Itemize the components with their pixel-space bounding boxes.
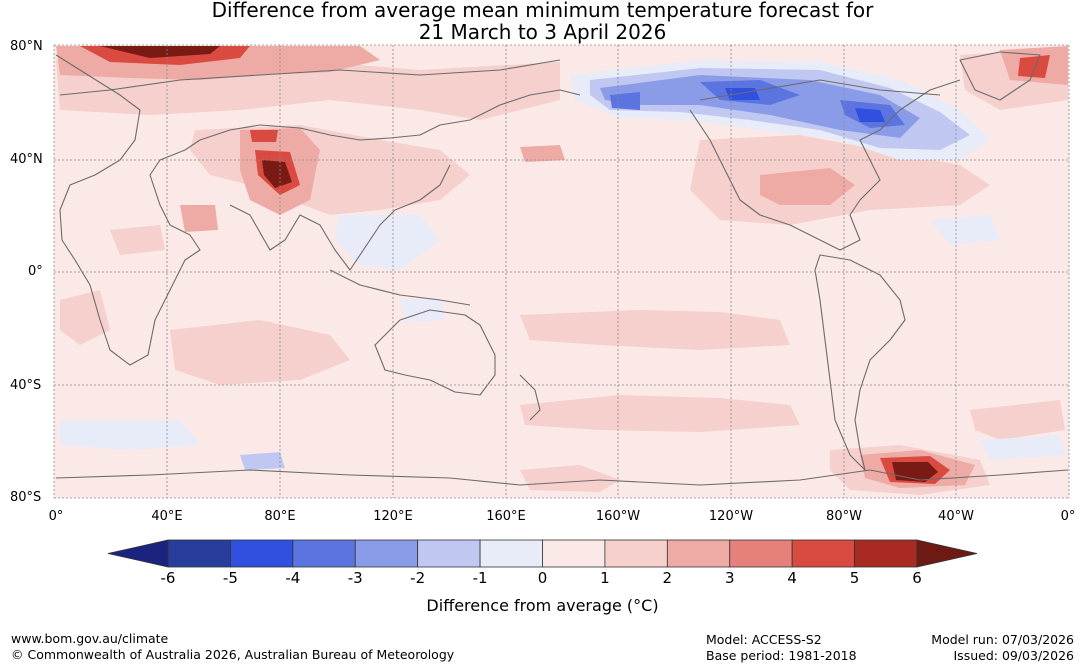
colorbar-tick-label: 0: [537, 569, 548, 587]
lat-label-equator: 0°: [28, 264, 43, 279]
colorbar-tick-label: 1: [600, 569, 610, 587]
footer-model: Model: ACCESS-S2: [706, 632, 822, 647]
colorbar-tick-label: 4: [787, 569, 797, 587]
lon-label-120e: 120°E: [373, 509, 413, 524]
colorbar-tick-label: 2: [662, 569, 673, 587]
lon-label-160w: 160°W: [595, 509, 641, 524]
lon-label-120w: 120°W: [708, 509, 754, 524]
lon-label-160e: 160°E: [486, 509, 526, 524]
lon-label-40w: 40°W: [938, 509, 974, 524]
colorbar-bin: [666, 539, 731, 568]
colorbar-tick-label: 3: [724, 569, 735, 587]
map-title-line2: 21 March to 3 April 2026: [418, 20, 667, 44]
colorbar-tick-label: -4: [285, 569, 301, 587]
colorbar-tick-label: -3: [347, 569, 363, 587]
colorbar-bin: [791, 539, 855, 568]
footer-base-period: Base period: 1981-2018: [706, 648, 857, 663]
footer-model-run: Model run: 07/03/2026: [931, 632, 1074, 647]
anomaly-band-minus-3-to-minus-2: [600, 75, 920, 138]
colorbar-under-arrow: [107, 539, 169, 568]
colorbar: [107, 539, 978, 568]
footer-website: www.bom.gov.au/climate: [11, 631, 169, 646]
colorbar-bin: [604, 539, 668, 568]
graticule: [53, 44, 1070, 499]
colorbar-tick-label: -6: [160, 569, 176, 587]
lon-label-0: 0°: [48, 509, 64, 524]
colorbar-bin: [729, 539, 793, 568]
colorbar-tick-label: -5: [222, 569, 238, 587]
colorbar-bin: [230, 539, 294, 568]
colorbar-bin: [542, 539, 606, 568]
colorbar-bin: [167, 539, 231, 568]
colorbar-over-arrow: [916, 539, 978, 568]
colorbar-bin: [292, 539, 356, 568]
colorbar-tick-label: -1: [472, 569, 488, 587]
colorbar-tick-label: -2: [410, 569, 426, 587]
coastlines: [55, 51, 1069, 486]
lon-label-80e: 80°E: [264, 509, 296, 524]
lat-label-80n: 80°N: [10, 39, 43, 54]
colorbar-tick-label: 5: [849, 569, 860, 587]
lon-label-40e: 40°E: [151, 509, 183, 524]
lat-label-40n: 40°N: [10, 152, 43, 167]
footer-issued: Issued: 09/03/2026: [953, 648, 1075, 663]
lon-label-0-right: 0°: [1060, 509, 1076, 524]
map-title-line1: Difference from average mean minimum tem…: [211, 0, 874, 22]
colorbar-bin: [354, 539, 419, 568]
colorbar-title: Difference from average (°C): [426, 596, 659, 615]
footer-copyright: © Commonwealth of Australia 2026, Austra…: [11, 647, 455, 662]
colorbar-tick-label: 6: [912, 569, 922, 587]
lat-label-40s: 40°S: [10, 378, 42, 393]
lon-label-80w: 80°W: [826, 509, 862, 524]
colorbar-bin: [417, 539, 481, 568]
lat-label-80s: 80°S: [10, 490, 42, 505]
colorbar-bin: [479, 539, 543, 568]
colorbar-bin: [854, 539, 918, 568]
